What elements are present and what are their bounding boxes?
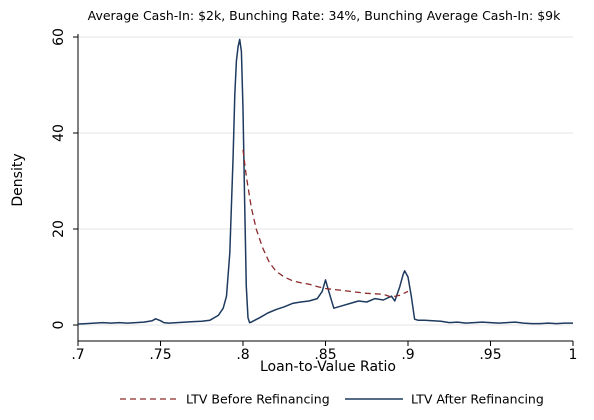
x-tick-label-2: .8 <box>236 347 249 363</box>
x-tick-label-5: .95 <box>479 347 501 363</box>
series-line-ltv-before-refinancing <box>242 149 409 298</box>
series-line-ltv-after-refinancing <box>77 38 573 325</box>
axes: 0 20 40 60 .7 .75 .8 .85 .9 .95 1 <box>51 28 577 363</box>
x-tick-label-4: .9 <box>401 347 414 363</box>
y-tick-label-1: 20 <box>51 220 67 238</box>
x-axis-title: Loan-to-Value Ratio <box>260 359 396 375</box>
x-tick-label-6: 1 <box>569 347 578 363</box>
legend-label-0: LTV Before Refinancing <box>186 392 330 407</box>
grid-lines <box>78 36 573 326</box>
y-axis-title: Density <box>10 153 26 206</box>
y-tick-label-3: 60 <box>51 28 67 46</box>
legend: LTV Before Refinancing LTV After Refinanc… <box>120 392 544 407</box>
y-tick-label-0: 0 <box>51 321 67 330</box>
x-tick-label-3: .85 <box>314 347 336 363</box>
chart-title: Average Cash-In: $2k, Bunching Rate: 34%… <box>88 8 561 23</box>
y-tick-label-2: 40 <box>51 124 67 142</box>
series-lines <box>77 38 573 325</box>
x-tick-label-1: .75 <box>149 347 171 363</box>
legend-label-1: LTV After Refinancing <box>411 392 544 407</box>
x-tick-label-0: .7 <box>71 347 84 363</box>
